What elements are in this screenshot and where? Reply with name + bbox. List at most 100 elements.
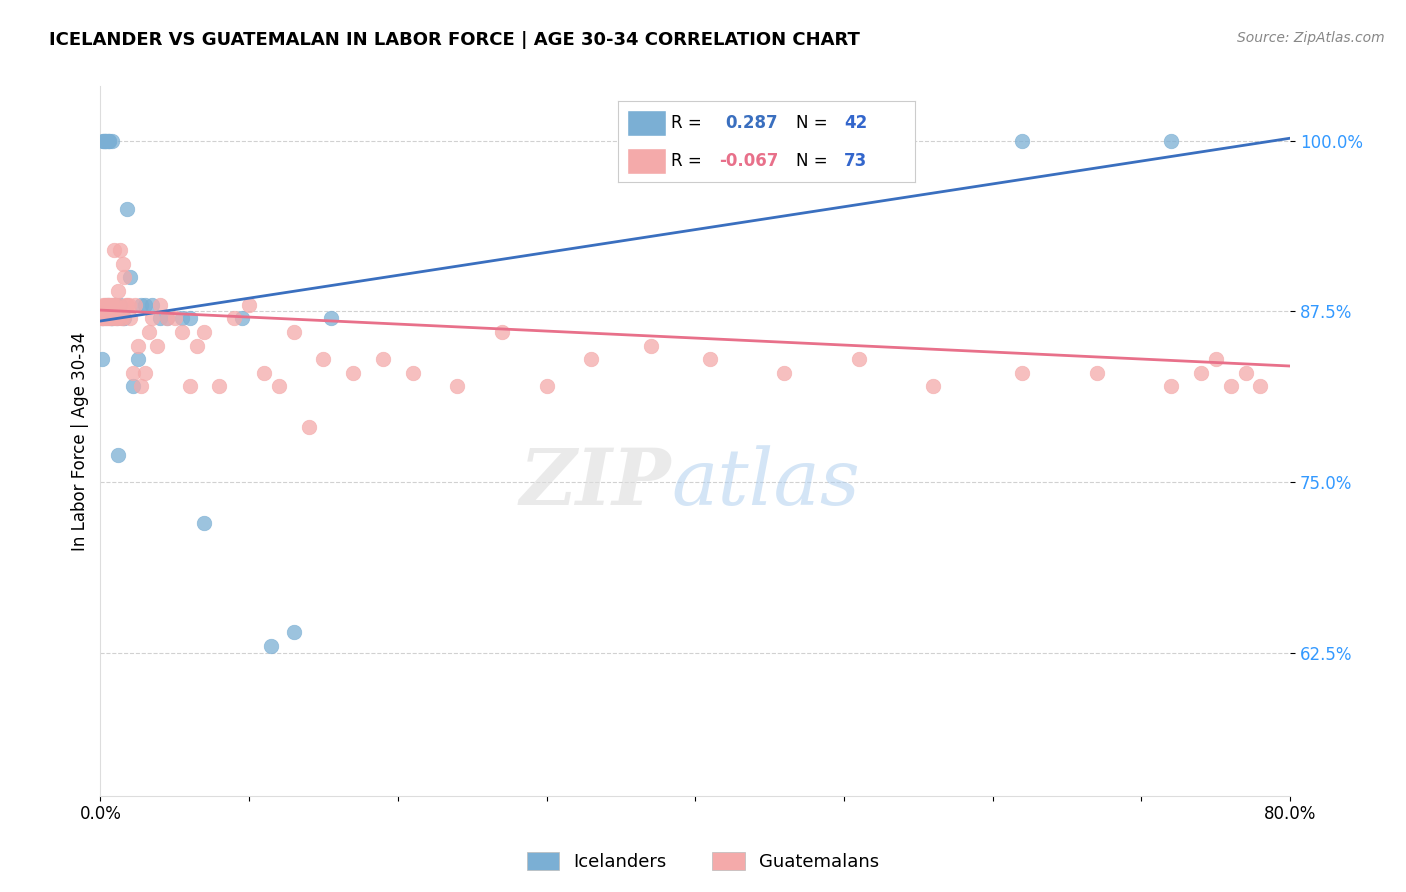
- Point: [104, 298, 127, 312]
- Point: [101, 134, 124, 148]
- Point: [94, 134, 117, 148]
- Point: [1189, 366, 1212, 380]
- Point: [105, 311, 128, 326]
- Point: [260, 639, 283, 653]
- Point: [91, 311, 114, 326]
- Point: [120, 270, 142, 285]
- Point: [97, 311, 120, 326]
- Point: [186, 338, 208, 352]
- Point: [134, 366, 156, 380]
- Point: [90, 311, 112, 326]
- Point: [100, 311, 122, 326]
- Point: [96, 298, 118, 312]
- Point: [90, 311, 112, 326]
- Point: [101, 298, 124, 312]
- Point: [129, 298, 152, 312]
- Point: [107, 448, 129, 462]
- Point: [231, 311, 253, 326]
- Point: [579, 352, 602, 367]
- Point: [141, 311, 163, 326]
- Point: [108, 298, 131, 312]
- Point: [91, 298, 114, 312]
- Point: [98, 311, 121, 326]
- Text: ICELANDER VS GUATEMALAN IN LABOR FORCE | AGE 30-34 CORRELATION CHART: ICELANDER VS GUATEMALAN IN LABOR FORCE |…: [49, 31, 860, 49]
- Point: [98, 298, 121, 312]
- Text: ZIP: ZIP: [520, 445, 672, 522]
- Point: [1085, 366, 1108, 380]
- Point: [146, 338, 169, 352]
- Point: [253, 366, 276, 380]
- Point: [141, 298, 163, 312]
- Point: [208, 379, 231, 393]
- Point: [107, 284, 129, 298]
- Text: atlas: atlas: [672, 445, 860, 522]
- Point: [224, 311, 246, 326]
- Point: [156, 311, 179, 326]
- Point: [172, 325, 194, 339]
- Point: [117, 298, 139, 312]
- Point: [267, 379, 290, 393]
- Point: [100, 311, 122, 326]
- Point: [922, 379, 945, 393]
- Point: [120, 311, 142, 326]
- Point: [342, 366, 364, 380]
- Point: [94, 311, 117, 326]
- Point: [97, 298, 120, 312]
- Point: [1249, 379, 1271, 393]
- Point: [138, 325, 160, 339]
- Point: [127, 352, 149, 367]
- Point: [134, 298, 156, 312]
- Point: [94, 298, 117, 312]
- Point: [107, 298, 129, 312]
- Point: [297, 420, 319, 434]
- Point: [111, 311, 134, 326]
- Point: [371, 352, 394, 367]
- Point: [112, 311, 135, 326]
- Point: [402, 366, 425, 380]
- Point: [100, 298, 122, 312]
- Point: [312, 352, 335, 367]
- Point: [129, 379, 152, 393]
- Point: [1219, 379, 1241, 393]
- Point: [193, 516, 215, 530]
- Point: [536, 379, 558, 393]
- Point: [193, 325, 215, 339]
- Point: [640, 338, 662, 352]
- Point: [1205, 352, 1227, 367]
- Point: [1234, 366, 1257, 380]
- Point: [98, 134, 121, 148]
- Point: [115, 202, 138, 216]
- Point: [179, 311, 201, 326]
- Point: [112, 270, 135, 285]
- Point: [108, 243, 131, 257]
- Legend: Icelanders, Guatemalans: Icelanders, Guatemalans: [520, 845, 886, 879]
- Point: [1160, 379, 1182, 393]
- Point: [122, 379, 145, 393]
- Point: [848, 352, 870, 367]
- Text: Source: ZipAtlas.com: Source: ZipAtlas.com: [1237, 31, 1385, 45]
- Point: [111, 311, 134, 326]
- Point: [91, 134, 114, 148]
- Point: [90, 352, 112, 367]
- Point: [96, 311, 118, 326]
- Point: [98, 134, 121, 148]
- Point: [1160, 134, 1182, 148]
- Point: [446, 379, 468, 393]
- Point: [283, 325, 305, 339]
- Point: [122, 366, 145, 380]
- Point: [101, 311, 124, 326]
- Point: [319, 311, 342, 326]
- Point: [104, 298, 127, 312]
- Point: [104, 311, 127, 326]
- Point: [97, 134, 120, 148]
- Point: [96, 134, 118, 148]
- Point: [104, 298, 127, 312]
- Point: [238, 298, 260, 312]
- Point: [105, 311, 128, 326]
- Point: [101, 311, 124, 326]
- Point: [699, 352, 721, 367]
- Point: [156, 311, 179, 326]
- Point: [94, 134, 117, 148]
- Point: [115, 298, 138, 312]
- Point: [172, 311, 194, 326]
